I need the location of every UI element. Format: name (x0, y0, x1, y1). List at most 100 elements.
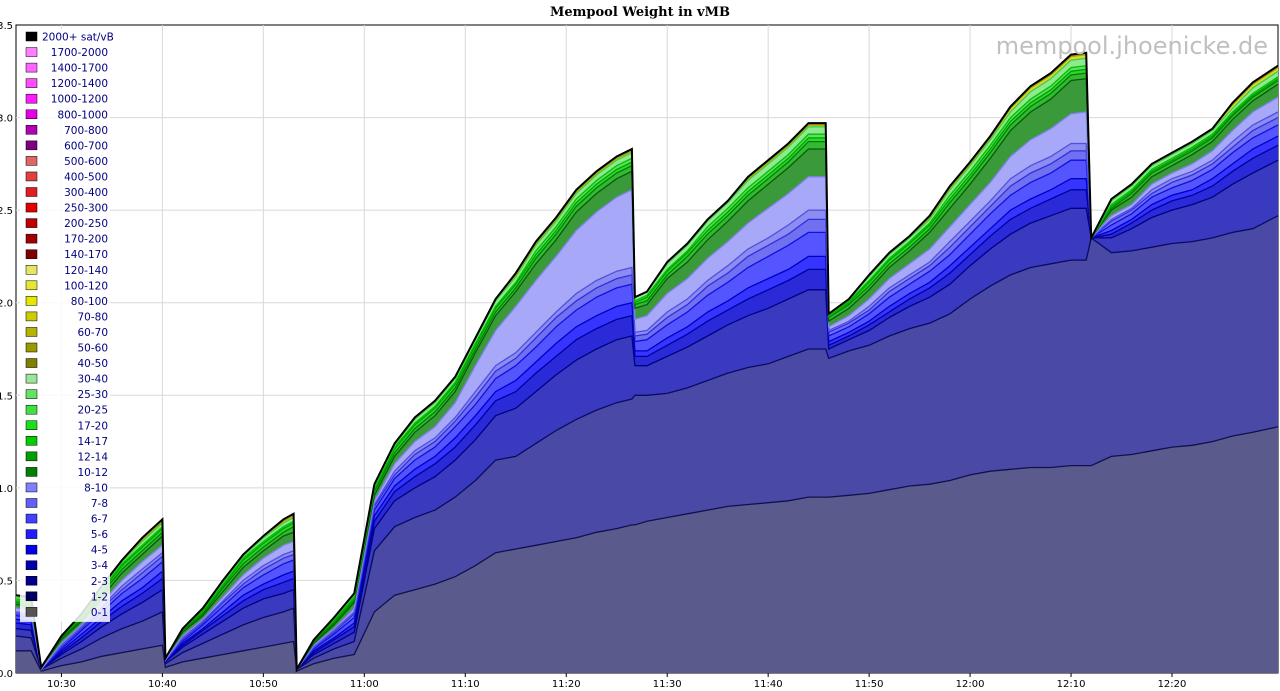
chart-title: Mempool Weight in vMB (550, 5, 730, 20)
legend-swatch (25, 529, 38, 539)
legend-swatch (25, 109, 38, 119)
area-band-1-2 (16, 215, 1278, 672)
legend-label: 3-4 (91, 560, 108, 572)
band-line-100+ (15, 51, 1279, 673)
legend-label: 4-5 (91, 545, 108, 557)
legend-swatch (25, 125, 38, 135)
legend-swatch (25, 233, 38, 244)
legend-label: 1-2 (91, 591, 108, 603)
x-tick-label: 12:00 (956, 679, 985, 690)
legend-label: 600-700 (64, 140, 108, 152)
legend-label: 1000-1200 (51, 94, 108, 106)
legend-label: 1700-2000 (51, 47, 108, 59)
y-tick-label: 0.0 (0, 669, 13, 680)
legend-label: 120-140 (64, 265, 108, 277)
legend-label: 14-17 (77, 436, 108, 448)
legend-swatch (25, 47, 38, 57)
y-tick-label: 0.5 (0, 576, 13, 587)
legend-label: 17-20 (77, 420, 108, 432)
legend-swatch (25, 187, 38, 197)
x-tick-label: 10:30 (47, 679, 76, 690)
legend-swatch (25, 389, 38, 399)
legend: 2000+ sat/vB 1700-2000 1400-1700 1200-1400 1… (20, 29, 114, 622)
legend-swatch (25, 591, 38, 602)
legend-swatch (25, 358, 38, 368)
x-tick-label: 11:10 (451, 679, 480, 690)
x-tick-label: 12:10 (1057, 679, 1086, 690)
legend-swatch (25, 404, 38, 415)
band-line-1-2 (15, 215, 1279, 671)
band-line-0-1 (16, 426, 1279, 673)
legend-swatch (25, 78, 38, 88)
legend-swatch (25, 436, 38, 446)
legend-label: 700-800 (64, 125, 108, 137)
band-line-2-3 (15, 159, 1279, 671)
watermark: mempool.jhoenicke.de (996, 32, 1268, 60)
x-tick-label: 10:50 (249, 679, 278, 690)
legend-swatch (25, 249, 38, 259)
legend-label: 1400-1700 (51, 63, 108, 75)
x-tick-label: 12:20 (1158, 679, 1187, 690)
legend-swatch (25, 467, 38, 477)
legend-label: 60-70 (77, 327, 108, 339)
legend-swatch (25, 327, 38, 337)
area-band-2-3 (16, 160, 1278, 670)
legend-swatch (25, 93, 38, 104)
legend-label: 100-120 (64, 280, 108, 292)
legend-label: 6-7 (91, 514, 108, 526)
area-band-0-1 (16, 426, 1278, 673)
legend-swatch (25, 265, 38, 275)
legend-label: 70-80 (77, 311, 108, 323)
legend-label: 8-10 (84, 482, 108, 494)
legend-swatch (25, 451, 38, 462)
y-tick-label: 1.0 (0, 484, 13, 495)
x-tick-label: 11:20 (552, 679, 581, 690)
legend-label: 200-250 (64, 218, 108, 230)
legend-swatch (25, 156, 38, 166)
band-line-7-8 (15, 111, 1279, 672)
band-boundary-lines (15, 51, 1279, 673)
legend-label: 50-60 (77, 343, 108, 355)
y-tick-label: 3.0 (0, 114, 13, 125)
legend-label: 0-1 (91, 607, 108, 619)
x-tick-label: 10:40 (148, 679, 177, 690)
legend-swatch (25, 202, 38, 213)
y-axis-ticks: 0.0 0.5 1.0 1.5 2.0 2.5 3.0 3.5 (0, 21, 13, 680)
legend-swatch (25, 607, 38, 617)
legend-label: 2-3 (91, 576, 108, 588)
band-line-4-5 (15, 135, 1279, 671)
legend-label: 500-600 (64, 156, 108, 168)
legend-label: 12-14 (77, 451, 108, 463)
x-tick-label: 11:00 (350, 679, 379, 690)
legend-swatch (25, 311, 38, 322)
legend-label: 10-12 (77, 467, 108, 479)
legend-label: 40-50 (77, 358, 108, 370)
legend-swatch (25, 280, 38, 291)
legend-swatch (25, 31, 38, 42)
legend-label: 170-200 (64, 234, 108, 246)
legend-label: 250-300 (64, 203, 108, 215)
stacked-areas (16, 52, 1278, 673)
x-tick-label: 11:40 (754, 679, 783, 690)
y-tick-label: 1.5 (0, 391, 13, 402)
y-tick-label: 2.0 (0, 299, 13, 310)
legend-label: 400-500 (64, 171, 108, 183)
legend-swatch (25, 140, 38, 151)
x-tick-label: 11:30 (653, 679, 682, 690)
legend-label: 2000+ sat/vB (42, 32, 114, 44)
x-axis-ticks: 10:30 10:40 10:50 11:00 11:10 11:20 11:30 11:40… (47, 673, 1186, 690)
legend-swatch (25, 420, 38, 430)
legend-swatch (25, 544, 38, 555)
legend-swatch (25, 62, 38, 73)
legend-label: 20-25 (77, 405, 108, 417)
legend-swatch (25, 342, 38, 353)
legend-label: 7-8 (91, 498, 108, 510)
legend-label: 5-6 (91, 529, 108, 541)
x-tick-label: 11:50 (855, 679, 884, 690)
legend-swatch (25, 576, 38, 586)
legend-label: 1200-1400 (51, 78, 108, 90)
legend-swatch (25, 498, 38, 508)
legend-label: 800-1000 (57, 109, 108, 121)
legend-label: 30-40 (77, 374, 108, 386)
